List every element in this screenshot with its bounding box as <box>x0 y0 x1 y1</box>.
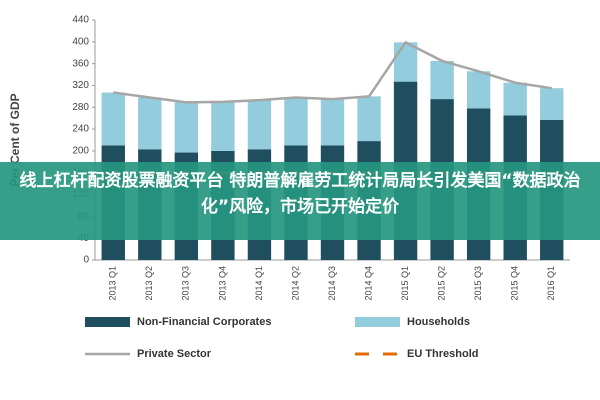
bar <box>466 71 491 109</box>
y-tick-label: 200 <box>72 146 89 157</box>
x-tick-label: 2013 Q4 <box>217 266 227 301</box>
x-tick-label: 2015 Q1 <box>400 266 410 301</box>
y-tick-label: 440 <box>72 15 89 26</box>
legend-swatch <box>355 317 400 327</box>
overlay-banner: 线上杠杆配资股票融资平台 特朗普解雇劳工统计局局长引发美国“数据政治化”风险，市… <box>0 162 600 240</box>
y-tick-label: 400 <box>72 36 89 47</box>
y-tick-label: 280 <box>72 102 89 113</box>
y-tick-label: 240 <box>72 124 89 135</box>
bar <box>503 82 527 116</box>
legend-label: Households <box>407 316 470 328</box>
x-tick-label: 2014 Q1 <box>254 266 264 301</box>
bar <box>430 60 454 100</box>
bar <box>174 102 199 153</box>
y-tick-label: 360 <box>72 58 89 69</box>
legend-swatch <box>85 317 130 327</box>
legend-label: Non-Financial Corporates <box>137 316 271 328</box>
x-tick-label: 2013 Q1 <box>108 266 118 301</box>
legend-label: Private Sector <box>137 348 212 360</box>
bar <box>357 96 381 142</box>
x-tick-label: 2013 Q2 <box>144 266 154 301</box>
x-tick-label: 2015 Q4 <box>510 266 520 301</box>
bar <box>101 92 125 146</box>
y-tick-label: 320 <box>72 80 89 91</box>
x-tick-label: 2014 Q2 <box>290 266 300 301</box>
x-tick-label: 2016 Q1 <box>546 266 556 301</box>
x-tick-label: 2015 Q3 <box>473 266 483 301</box>
bar <box>211 101 235 151</box>
bar <box>247 100 272 150</box>
bar <box>284 97 308 146</box>
bar <box>320 99 345 146</box>
x-tick-label: 2013 Q3 <box>181 266 191 301</box>
y-tick-label: 0 <box>83 255 89 266</box>
x-tick-label: 2014 Q4 <box>363 266 373 301</box>
bar <box>393 42 418 82</box>
legend-label: EU Threshold <box>407 348 479 360</box>
bar <box>138 97 162 150</box>
bar <box>540 88 564 120</box>
x-tick-label: 2015 Q2 <box>436 266 446 301</box>
line <box>113 40 552 104</box>
x-tick-label: 2014 Q3 <box>327 266 337 301</box>
